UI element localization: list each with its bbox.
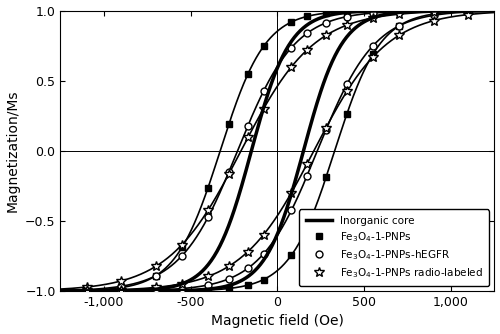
- Line: Inorganic core: Inorganic core: [60, 11, 494, 291]
- Inorganic core: [492, 9, 498, 13]
- Fe$_3$O$_4$-1-PNPs-hEGFR: [304, 174, 310, 178]
- Inorganic core: [164, 289, 170, 293]
- Fe$_3$O$_4$-1-PNPs radio-labeled: [344, 90, 350, 94]
- Fe$_3$O$_4$-1-PNPs-hEGFR: [288, 208, 294, 212]
- Fe$_3$O$_4$-1-PNPs: [396, 24, 402, 28]
- Inorganic core: [236, 280, 242, 284]
- Fe$_3$O$_4$-1-PNPs: [344, 112, 350, 116]
- Line: Fe$_3$O$_4$-1-PNPs: Fe$_3$O$_4$-1-PNPs: [288, 8, 472, 259]
- Inorganic core: [380, 13, 386, 17]
- Fe$_3$O$_4$-1-PNPs radio-labeled: [288, 191, 294, 195]
- X-axis label: Magnetic field (Oe): Magnetic field (Oe): [211, 314, 344, 328]
- Fe$_3$O$_4$-1-PNPs-hEGFR: [370, 44, 376, 48]
- Fe$_3$O$_4$-1-PNPs: [323, 175, 329, 179]
- Fe$_3$O$_4$-1-PNPs: [430, 12, 436, 16]
- Fe$_3$O$_4$-1-PNPs radio-labeled: [323, 126, 329, 130]
- Inorganic core: [58, 289, 64, 293]
- Y-axis label: Magnetization/Ms: Magnetization/Ms: [6, 90, 20, 212]
- Fe$_3$O$_4$-1-PNPs: [304, 226, 310, 230]
- Fe$_3$O$_4$-1-PNPs radio-labeled: [370, 55, 376, 59]
- Fe$_3$O$_4$-1-PNPs radio-labeled: [396, 33, 402, 37]
- Line: Fe$_3$O$_4$-1-PNPs-hEGFR: Fe$_3$O$_4$-1-PNPs-hEGFR: [288, 8, 472, 214]
- Fe$_3$O$_4$-1-PNPs: [466, 9, 471, 13]
- Inorganic core: [202, 288, 207, 292]
- Fe$_3$O$_4$-1-PNPs radio-labeled: [430, 19, 436, 23]
- Fe$_3$O$_4$-1-PNPs-hEGFR: [344, 82, 350, 86]
- Fe$_3$O$_4$-1-PNPs-hEGFR: [396, 24, 402, 28]
- Fe$_3$O$_4$-1-PNPs-hEGFR: [430, 13, 436, 17]
- Line: Fe$_3$O$_4$-1-PNPs radio-labeled: Fe$_3$O$_4$-1-PNPs radio-labeled: [286, 10, 474, 198]
- Inorganic core: [414, 9, 420, 13]
- Fe$_3$O$_4$-1-PNPs-hEGFR: [466, 10, 471, 14]
- Inorganic core: [295, 168, 301, 172]
- Fe$_3$O$_4$-1-PNPs: [288, 253, 294, 257]
- Legend: Inorganic core, Fe$_3$O$_4$-1-PNPs, Fe$_3$O$_4$-1-PNPs-hEGFR, Fe$_3$O$_4$-1-PNPs: Inorganic core, Fe$_3$O$_4$-1-PNPs, Fe$_…: [300, 209, 489, 286]
- Fe$_3$O$_4$-1-PNPs-hEGFR: [323, 128, 329, 132]
- Fe$_3$O$_4$-1-PNPs radio-labeled: [304, 162, 310, 166]
- Fe$_3$O$_4$-1-PNPs: [370, 52, 376, 56]
- Fe$_3$O$_4$-1-PNPs radio-labeled: [466, 13, 471, 17]
